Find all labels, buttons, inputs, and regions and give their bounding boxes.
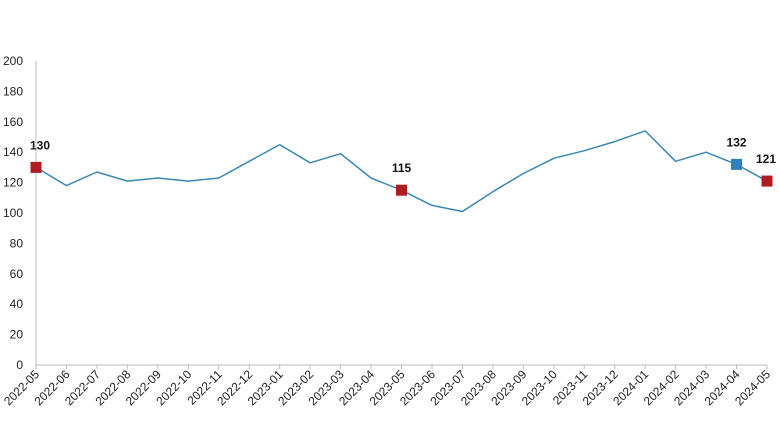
- data-label: 121: [756, 152, 776, 166]
- y-tick-label: 200: [3, 54, 23, 68]
- highlight-marker: [396, 184, 407, 196]
- chart-axes: [35, 61, 767, 366]
- y-tick-label: 100: [3, 206, 23, 220]
- data-label: 130: [30, 138, 50, 152]
- y-tick-label: 60: [10, 267, 24, 281]
- y-tick-label: 140: [3, 145, 23, 159]
- y-tick-label: 180: [3, 84, 23, 98]
- x-axis-ticks: 2022-052022-062022-072022-082022-092022-…: [1, 365, 773, 408]
- y-tick-label: 40: [10, 297, 24, 311]
- y-tick-label: 0: [16, 358, 23, 372]
- y-tick-label: 120: [3, 176, 23, 190]
- y-axis-ticks: 0 20 40 60 80 100 120 140 160 180 200: [3, 54, 23, 372]
- y-tick-label: 80: [10, 236, 24, 250]
- y-tick-label: 160: [3, 115, 23, 129]
- highlight-marker: [761, 175, 773, 187]
- highlight-markers: 130 115 132 121: [30, 135, 776, 196]
- data-label: 115: [392, 161, 412, 175]
- y-tick-label: 20: [10, 328, 24, 342]
- highlight-marker: [731, 158, 743, 170]
- data-label: 132: [727, 135, 747, 149]
- highlight-marker: [30, 161, 42, 173]
